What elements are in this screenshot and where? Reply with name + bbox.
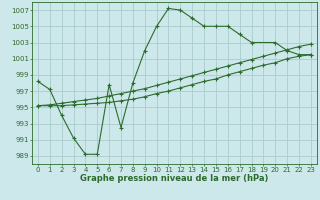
X-axis label: Graphe pression niveau de la mer (hPa): Graphe pression niveau de la mer (hPa) (80, 174, 268, 183)
